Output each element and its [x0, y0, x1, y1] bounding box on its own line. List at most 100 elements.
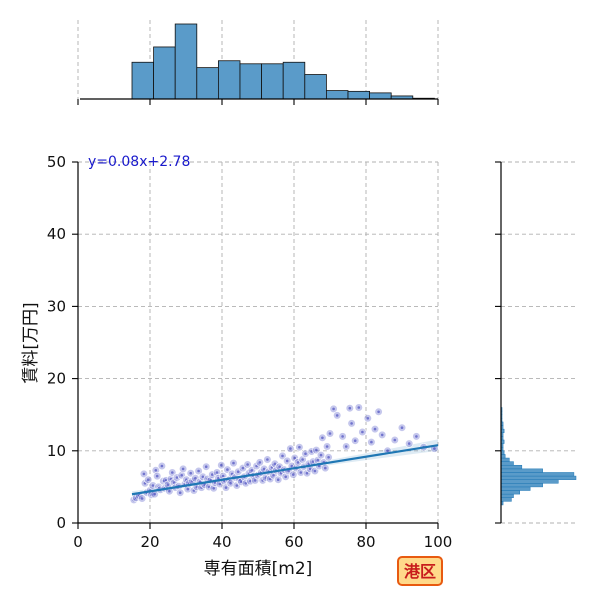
- y-axis-ticks: 0 10 20 30 40 50: [47, 153, 78, 532]
- scatter-point-core: [261, 479, 265, 482]
- scatter-point-core: [332, 407, 335, 411]
- x-tick-label: 60: [284, 533, 303, 551]
- scatter-point-core: [353, 439, 357, 443]
- right-histogram-bar: [500, 493, 514, 498]
- area-badge-label: 港区: [404, 562, 436, 581]
- scatter-point-core: [201, 475, 205, 479]
- scatter-point-core: [244, 482, 248, 485]
- right-histogram-bars: [500, 407, 577, 506]
- scatter-point-core: [386, 449, 389, 453]
- top-histogram-bar: [347, 90, 371, 100]
- scatter-point-core: [313, 469, 317, 473]
- scatter-point-core: [281, 454, 284, 458]
- scatter-point-core: [370, 440, 373, 444]
- top-histogram-bar: [174, 23, 198, 100]
- x-tick-label: 100: [424, 533, 453, 551]
- x-tick-label: 20: [140, 533, 159, 551]
- scatter-point-core: [246, 463, 249, 466]
- right-histogram-bar: [500, 479, 559, 484]
- regression-equation: y=0.08x+2.78: [88, 154, 190, 170]
- top-histogram-bar: [261, 63, 284, 100]
- scatter-point-core: [292, 473, 295, 476]
- y-tick-label: 30: [47, 297, 66, 315]
- scatter-point-core: [276, 478, 280, 482]
- scatter-point-core: [211, 473, 214, 476]
- scatter-point-core: [197, 469, 200, 473]
- scatter-point-core: [258, 461, 262, 464]
- scatter-point-core: [200, 486, 203, 489]
- scatter-point-core: [290, 464, 294, 468]
- right-histogram-axis: [495, 161, 502, 524]
- scatter-point-core: [146, 478, 150, 482]
- scatter-point-core: [289, 447, 292, 450]
- scatter-point-core: [247, 471, 251, 475]
- scatter-point-core: [189, 471, 192, 475]
- scatter-point-core: [298, 445, 301, 449]
- right-histogram-bar: [500, 461, 514, 466]
- scatter-point-core: [151, 484, 155, 487]
- scatter-point-core: [304, 452, 307, 456]
- scatter-point-core: [186, 487, 190, 491]
- right-histogram-bar: [500, 483, 543, 488]
- scatter-point-core: [308, 467, 312, 471]
- scatter-point-core: [238, 478, 241, 482]
- scatter-point-core: [321, 436, 324, 440]
- scatter-point-core: [154, 469, 158, 472]
- scatter-point-core: [229, 482, 232, 485]
- y-tick-label: 50: [47, 153, 66, 171]
- right-histogram-bar: [500, 468, 543, 473]
- scatter-point-core: [250, 469, 254, 472]
- scatter-point-core: [357, 406, 361, 409]
- top-histogram-axis: [77, 98, 439, 105]
- scatter-point-core: [310, 450, 313, 453]
- scatter-point-core: [132, 498, 136, 502]
- scatter-point-core: [350, 422, 353, 425]
- right-histogram-bar: [500, 497, 512, 502]
- scatter-point-core: [285, 459, 289, 463]
- scatter-point-core: [140, 497, 144, 500]
- y-axis-title: 賃料[万円]: [21, 302, 41, 383]
- scatter-point-core: [236, 470, 240, 474]
- scatter-point-core: [142, 472, 146, 476]
- scatter-point-core: [221, 474, 225, 478]
- scatter-point-core: [226, 468, 229, 471]
- scatter-point-core: [400, 426, 404, 430]
- right-histogram-bar: [500, 464, 523, 470]
- scatter-point-core: [153, 492, 156, 496]
- scatter-point-core: [204, 465, 208, 469]
- scatter-point-core: [299, 471, 303, 474]
- scatter-point-core: [207, 485, 211, 489]
- scatter-point-core: [393, 438, 397, 442]
- scatter-point-core: [217, 476, 220, 480]
- scatter-point-core: [348, 406, 352, 410]
- scatter-point-core: [220, 463, 223, 467]
- scatter-point-core: [272, 474, 275, 477]
- scatter-point-core: [373, 427, 377, 431]
- scatter-point-core: [160, 464, 164, 468]
- top-histogram-bar: [239, 63, 263, 100]
- right-histogram-bar: [500, 472, 575, 477]
- scatter-point-core: [311, 460, 315, 463]
- scatter-point-core: [301, 458, 304, 461]
- scatter-point-core: [215, 471, 219, 474]
- x-tick-label: 80: [356, 533, 375, 551]
- scatter-point-core: [328, 432, 332, 435]
- scatter-point-core: [218, 482, 222, 486]
- x-axis-title: 専有面積[m2]: [204, 559, 313, 579]
- scatter-point-core: [325, 445, 329, 448]
- scatter-point-core: [327, 456, 330, 459]
- right-histogram-grid: [501, 161, 578, 524]
- scatter-point-core: [335, 414, 339, 417]
- x-tick-label: 40: [212, 533, 231, 551]
- scatter-point-core: [172, 481, 176, 484]
- right-histogram-bar: [500, 490, 520, 495]
- top-histogram-bar: [369, 92, 392, 100]
- right-histogram-bar: [500, 454, 506, 459]
- y-tick-label: 20: [47, 370, 66, 388]
- scatter-point-core: [273, 462, 277, 466]
- scatter-point-core: [262, 467, 266, 471]
- scatter-point-core: [296, 461, 300, 464]
- scatter-point-core: [178, 491, 182, 495]
- top-histogram-bars: [131, 23, 435, 100]
- y-tick-label: 40: [47, 225, 66, 243]
